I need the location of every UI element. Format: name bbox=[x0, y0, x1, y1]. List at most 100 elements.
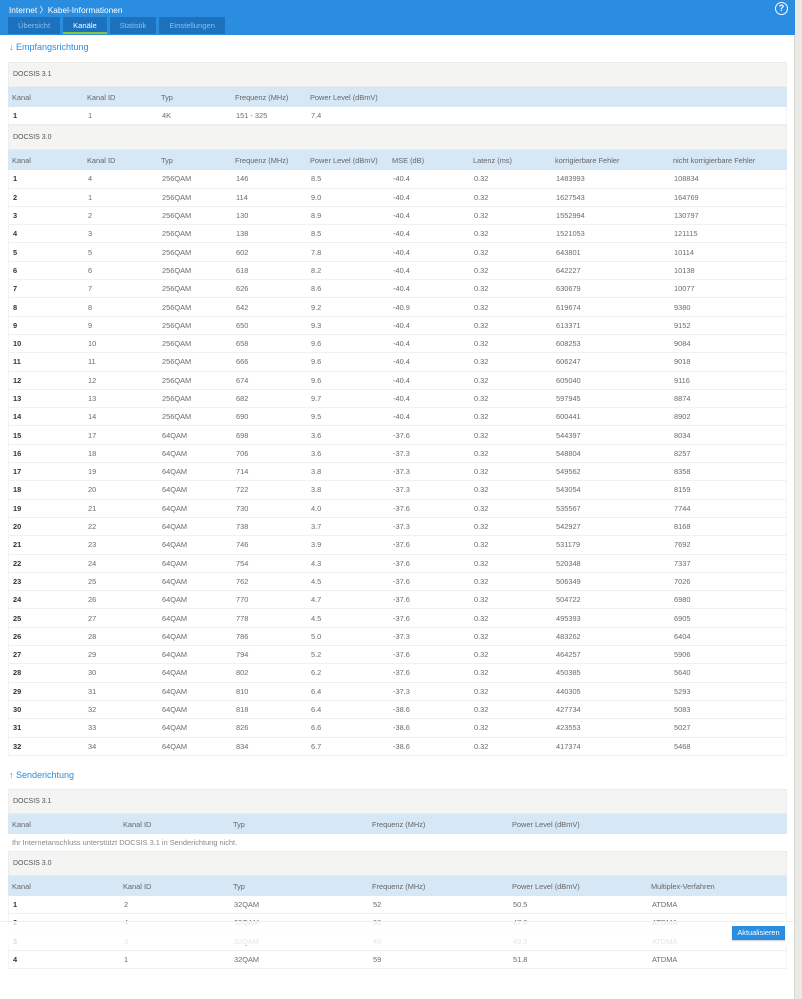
table-cell: 15 bbox=[13, 430, 22, 440]
help-icon[interactable]: ? bbox=[775, 2, 788, 15]
docsis30-label: DOCSIS 3.0 bbox=[8, 851, 787, 876]
column-header: Power Level (dBmV) bbox=[310, 92, 378, 102]
table-row: 17 19 64QAM 714 3.8 -37.3 0.32 549562 8358 bbox=[8, 463, 787, 482]
table-cell: 33 bbox=[88, 723, 97, 733]
table-cell: 802 bbox=[236, 668, 249, 678]
table-cell: 5 bbox=[13, 247, 18, 257]
table-cell: 8.6 bbox=[311, 284, 322, 294]
table-cell: 64QAM bbox=[162, 448, 188, 458]
table-cell: 19 bbox=[13, 503, 22, 513]
table-cell: 25 bbox=[13, 613, 22, 623]
table-cell: 22 bbox=[13, 558, 22, 568]
table-cell: 64QAM bbox=[162, 576, 188, 586]
table-cell: 19 bbox=[88, 467, 97, 477]
table-cell: 4 bbox=[13, 955, 18, 965]
table-cell: 8358 bbox=[674, 467, 691, 477]
table-cell: 5468 bbox=[674, 741, 691, 751]
table-cell: 256QAM bbox=[162, 265, 192, 275]
tab-einstellungen[interactable]: Einstellungen bbox=[159, 17, 225, 34]
top-bar: Internet 〉Kabel-Informationen ? Übersich… bbox=[0, 0, 795, 35]
table-cell: 9.3 bbox=[311, 320, 322, 330]
table-cell: 20 bbox=[13, 522, 22, 532]
table-cell: 0.32 bbox=[474, 174, 489, 184]
table-cell: 730 bbox=[236, 503, 249, 513]
table-cell: 8159 bbox=[674, 485, 691, 495]
table-cell: 630679 bbox=[556, 284, 581, 294]
table-row: 6 6 256QAM 618 8.2 -40.4 0.32 642227 10138 bbox=[8, 261, 787, 281]
table-cell: 24 bbox=[13, 595, 22, 605]
table-cell: 464257 bbox=[556, 650, 581, 660]
refresh-button[interactable]: Aktualisieren bbox=[732, 926, 785, 940]
table-cell: 4.7 bbox=[311, 595, 322, 605]
table-cell: 22 bbox=[88, 522, 97, 532]
table-cell: -40.9 bbox=[393, 302, 410, 312]
table-cell: 256QAM bbox=[162, 247, 192, 257]
table-row: 16 18 64QAM 706 3.6 -37.3 0.32 548804 8257 bbox=[8, 444, 787, 464]
table-cell: 423553 bbox=[556, 723, 581, 733]
table-cell: 9084 bbox=[674, 339, 691, 349]
column-header: Power Level (dBmV) bbox=[512, 819, 580, 829]
table-cell: ATDMA bbox=[652, 955, 678, 965]
table-cell: 4.3 bbox=[311, 558, 322, 568]
table-cell: 18 bbox=[88, 448, 97, 458]
table-cell: 706 bbox=[236, 448, 249, 458]
table-cell: 8034 bbox=[674, 430, 691, 440]
table-cell: -37.6 bbox=[393, 595, 410, 605]
tab-uebersicht[interactable]: Übersicht bbox=[8, 17, 61, 34]
table-cell: 0.32 bbox=[474, 339, 489, 349]
table-cell: 0.32 bbox=[474, 631, 489, 641]
table-cell: 738 bbox=[236, 522, 249, 532]
table-cell: 12 bbox=[13, 375, 22, 385]
table-cell: 31 bbox=[13, 723, 22, 733]
column-header: Latenz (ms) bbox=[473, 155, 513, 165]
tab-statistik[interactable]: Statistik bbox=[109, 17, 157, 34]
table-cell: 10077 bbox=[674, 284, 695, 294]
table-cell: -40.4 bbox=[393, 174, 410, 184]
tab-kanaele[interactable]: Kanäle bbox=[63, 17, 107, 34]
table-cell: 29 bbox=[13, 686, 22, 696]
table-row: 9 9 256QAM 650 9.3 -40.4 0.32 613371 9152 bbox=[8, 316, 787, 335]
table-cell: 9.6 bbox=[311, 339, 322, 349]
table-cell: 770 bbox=[236, 595, 249, 605]
table-cell: 28 bbox=[13, 668, 22, 678]
column-header: MSE (dB) bbox=[392, 155, 425, 165]
column-header: nicht korrigierbare Fehler bbox=[673, 155, 756, 165]
table-row: 5 5 256QAM 602 7.8 -40.4 0.32 643801 10114 bbox=[8, 243, 787, 262]
table-cell: 0.32 bbox=[474, 192, 489, 202]
table-cell: 714 bbox=[236, 467, 249, 477]
table-cell: 6980 bbox=[674, 595, 691, 605]
docsis30-label: DOCSIS 3.0 bbox=[8, 125, 787, 151]
table-cell: 0.32 bbox=[474, 412, 489, 422]
table-cell: 0.32 bbox=[474, 430, 489, 440]
table-cell: 544397 bbox=[556, 430, 581, 440]
table-cell: 256QAM bbox=[162, 375, 192, 385]
table-cell: 0.32 bbox=[474, 540, 489, 550]
table-cell: 4K bbox=[162, 111, 172, 121]
table-cell: 256QAM bbox=[162, 302, 192, 312]
table-cell: 64QAM bbox=[162, 595, 188, 605]
table-cell: 0.32 bbox=[474, 229, 489, 239]
table-cell: 658 bbox=[236, 339, 249, 349]
table-cell: 810 bbox=[236, 686, 249, 696]
table-cell: -38.6 bbox=[393, 723, 410, 733]
table-cell: 4.5 bbox=[311, 576, 322, 586]
table-cell: 0.32 bbox=[474, 741, 489, 751]
table-cell: 0.32 bbox=[474, 558, 489, 568]
table-cell: 0.32 bbox=[474, 302, 489, 312]
table-cell: 23 bbox=[88, 540, 97, 550]
column-header: Kanal bbox=[12, 881, 31, 891]
table-cell: 0.32 bbox=[474, 686, 489, 696]
table-cell: 3.6 bbox=[311, 430, 322, 440]
table-cell: 138 bbox=[236, 229, 249, 239]
table-cell: 6 bbox=[13, 265, 18, 275]
table-cell: 11 bbox=[88, 357, 96, 367]
table-cell: 6 bbox=[88, 265, 93, 275]
table-header: Kanal Kanal ID Typ Frequenz (MHz) Power Leve… bbox=[8, 814, 787, 834]
table-cell: 698 bbox=[236, 430, 249, 440]
table-cell: -40.4 bbox=[393, 247, 410, 257]
scrollbar[interactable] bbox=[794, 0, 802, 999]
table-cell: 2 bbox=[88, 211, 93, 221]
table-cell: 1 bbox=[88, 192, 93, 202]
table-header: Kanal Kanal ID Typ Frequenz (MHz) Power Leve… bbox=[8, 876, 787, 896]
table-cell: 256QAM bbox=[162, 394, 192, 403]
